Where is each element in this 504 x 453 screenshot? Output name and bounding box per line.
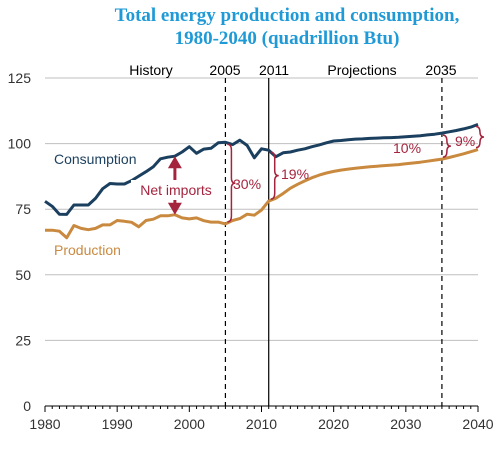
label-history: History [129, 62, 173, 78]
y-tick-label-75: 75 [15, 201, 31, 217]
y-tick-label-125: 125 [8, 70, 32, 86]
label-projections: Projections [327, 62, 396, 78]
x-tick-label-2020: 2020 [318, 416, 349, 432]
x-tick-label-1980: 1980 [29, 416, 60, 432]
y-tick-label-50: 50 [15, 267, 31, 283]
pct-label-2035: 10% [393, 140, 421, 156]
x-tick-label-2000: 2000 [174, 416, 205, 432]
axes: 0 25 50 75 100 125 1980 1990 2000 2010 2020 2030 204… [8, 70, 494, 432]
series-label-consumption: Consumption [54, 151, 137, 167]
series-lines [44, 122, 479, 240]
net-imports-arrow-head-down [167, 202, 182, 215]
net-imports-label: Net imports [140, 182, 212, 198]
series-label-production: Production [54, 242, 121, 258]
x-tick-label-2030: 2030 [390, 416, 421, 432]
chart-title-line2: 1980-2040 (quadrillion Btu) [174, 28, 400, 49]
net-imports-arrow-head-up [167, 156, 182, 169]
pct-label-2005: 30% [233, 176, 261, 192]
y-tick-label-0: 0 [23, 398, 31, 414]
y-tick-label-100: 100 [8, 136, 32, 152]
label-year-2005: 2005 [209, 62, 240, 78]
series-line-consumption [44, 122, 479, 216]
brace-2035 [442, 134, 451, 158]
annotations: Consumption Production History 2005 2011 Proj… [54, 62, 485, 258]
x-tick-label-2040: 2040 [462, 416, 493, 432]
x-tick-label-1990: 1990 [102, 416, 133, 432]
chart-title: Total energy production and consumption,… [0, 4, 504, 50]
brace-2011 [270, 151, 279, 200]
brace-2040 [475, 125, 485, 149]
pct-label-2040: 9% [455, 133, 475, 149]
y-tick-label-25: 25 [15, 332, 31, 348]
x-tick-label-2010: 2010 [246, 416, 277, 432]
label-year-2011: 2011 [259, 62, 289, 78]
label-year-2035: 2035 [425, 62, 456, 78]
reference-lines [224, 78, 443, 406]
series-line-production [45, 148, 479, 240]
net-imports-label-bg [131, 180, 221, 200]
pct-label-2011: 19% [281, 166, 309, 182]
chart-title-line1: Total energy production and consumption, [114, 5, 460, 26]
